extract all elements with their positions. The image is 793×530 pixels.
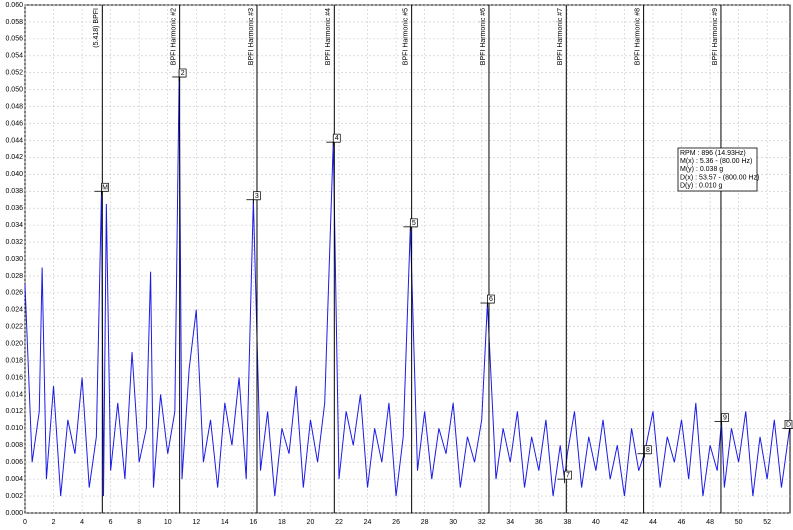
y-tick-label: 0.016 [5, 374, 23, 381]
y-tick-label: 0.004 [5, 476, 23, 483]
x-tick-label: 2 [52, 519, 56, 526]
harmonic-label: BPFI Harmonic #6 [480, 8, 487, 65]
y-tick-label: 0.042 [5, 154, 23, 161]
harmonic-label: BPFI Harmonic #7 [557, 8, 564, 65]
x-tick-label: 6 [109, 519, 113, 526]
y-tick-label: 0.002 [5, 493, 23, 500]
x-tick-label: 24 [364, 519, 372, 526]
marker-box [784, 419, 793, 429]
x-tick-label: 0 [23, 519, 27, 526]
marker-box [410, 218, 418, 228]
y-tick-label: 0.040 [5, 171, 23, 178]
y-tick-label: 0.026 [5, 290, 23, 297]
y-tick-label: 0.048 [5, 103, 23, 110]
info-line: D(x) : 53.57 - (800.00 Hz) [680, 174, 759, 181]
harmonic-label: BPFI Harmonic #9 [712, 8, 719, 65]
harmonic-label: BPFI Harmonic #2 [170, 8, 177, 65]
y-tick-label: 0.052 [5, 70, 23, 77]
y-tick-label: 0.058 [5, 19, 23, 26]
y-tick-label: 0.060 [5, 2, 23, 9]
x-tick-label: 42 [621, 519, 629, 526]
marker-label: 9 [723, 415, 727, 422]
marker-box [178, 68, 187, 78]
y-tick-label: 0.014 [5, 391, 23, 398]
x-tick-label: 22 [335, 519, 343, 526]
x-tick-label: 28 [421, 519, 429, 526]
x-tick-label: 52 [763, 519, 771, 526]
info-line: RPM : 896 (14.93Hz) [680, 150, 746, 157]
marker-label: D [786, 421, 791, 428]
harmonic-label: (5.418) BPFI [93, 8, 100, 48]
marker-box [644, 445, 652, 455]
x-tick-label: 16 [249, 519, 257, 526]
y-tick-label: 0.024 [5, 307, 23, 314]
marker-label: 8 [646, 447, 650, 454]
x-tick-label: 32 [478, 519, 486, 526]
y-tick-label: 0.022 [5, 324, 23, 331]
marker-label: 4 [335, 135, 339, 142]
harmonic-label: BPFI Harmonic #4 [325, 8, 332, 65]
y-tick-label: 0.008 [5, 442, 23, 449]
y-tick-label: 0.032 [5, 239, 23, 246]
y-tick-label: 0.036 [5, 205, 23, 212]
info-line: D(y) : 0.010 g [680, 183, 723, 190]
marker-box [564, 470, 572, 480]
marker-label: 7 [566, 472, 570, 479]
marker-box [253, 191, 261, 201]
marker-label: 3 [255, 193, 259, 200]
y-tick-label: 0.028 [5, 273, 23, 280]
y-tick-label: 0.050 [5, 87, 23, 94]
info-line: M(x) : 5.36 - (80.00 Hz) [680, 158, 752, 165]
harmonic-label: BPFI Harmonic #3 [248, 8, 255, 65]
marker-label: 2 [181, 70, 185, 77]
info-line: M(y) : 0.038 g [680, 166, 723, 173]
x-tick-label: 44 [649, 519, 657, 526]
x-tick-label: 4 [80, 519, 84, 526]
x-tick-label: 40 [592, 519, 600, 526]
x-tick-label: 18 [278, 519, 286, 526]
x-tick-label: 46 [678, 519, 686, 526]
y-tick-label: 0.000 [5, 510, 23, 517]
x-tick-label: 48 [706, 519, 714, 526]
spectrum-line [24, 76, 791, 497]
x-tick-label: 26 [392, 519, 400, 526]
x-tick-label: 10 [164, 519, 172, 526]
marker-label: M [102, 184, 108, 191]
y-tick-label: 0.056 [5, 36, 23, 43]
y-tick-label: 0.034 [5, 222, 23, 229]
harmonic-label: BPFI Harmonic #5 [402, 8, 409, 65]
marker-label: 5 [412, 220, 416, 227]
x-tick-label: 50 [735, 519, 743, 526]
x-tick-label: 30 [449, 519, 457, 526]
x-tick-label: 12 [192, 519, 200, 526]
x-tick-label: 36 [535, 519, 543, 526]
x-tick-label: 38 [563, 519, 571, 526]
y-tick-label: 0.010 [5, 425, 23, 432]
x-tick-label: 8 [137, 519, 141, 526]
y-tick-label: 0.046 [5, 120, 23, 127]
marker-box [101, 182, 109, 192]
x-tick-label: 34 [506, 519, 514, 526]
y-tick-label: 0.020 [5, 341, 23, 348]
y-tick-label: 0.012 [5, 408, 23, 415]
marker-label: 6 [489, 296, 493, 303]
plot-area [24, 4, 791, 514]
x-tick-label: 14 [221, 519, 229, 526]
y-tick-label: 0.006 [5, 459, 23, 466]
y-tick-label: 0.018 [5, 357, 23, 364]
y-tick-label: 0.054 [5, 53, 23, 60]
harmonic-label: BPFI Harmonic #8 [634, 8, 641, 65]
y-tick-label: 0.038 [5, 188, 23, 195]
x-tick-label: 20 [307, 519, 315, 526]
y-tick-label: 0.030 [5, 256, 23, 263]
marker-box [487, 294, 495, 304]
info-box [677, 147, 758, 192]
y-tick-label: 0.044 [5, 137, 23, 144]
marker-box [332, 133, 341, 143]
marker-box [721, 413, 729, 422]
